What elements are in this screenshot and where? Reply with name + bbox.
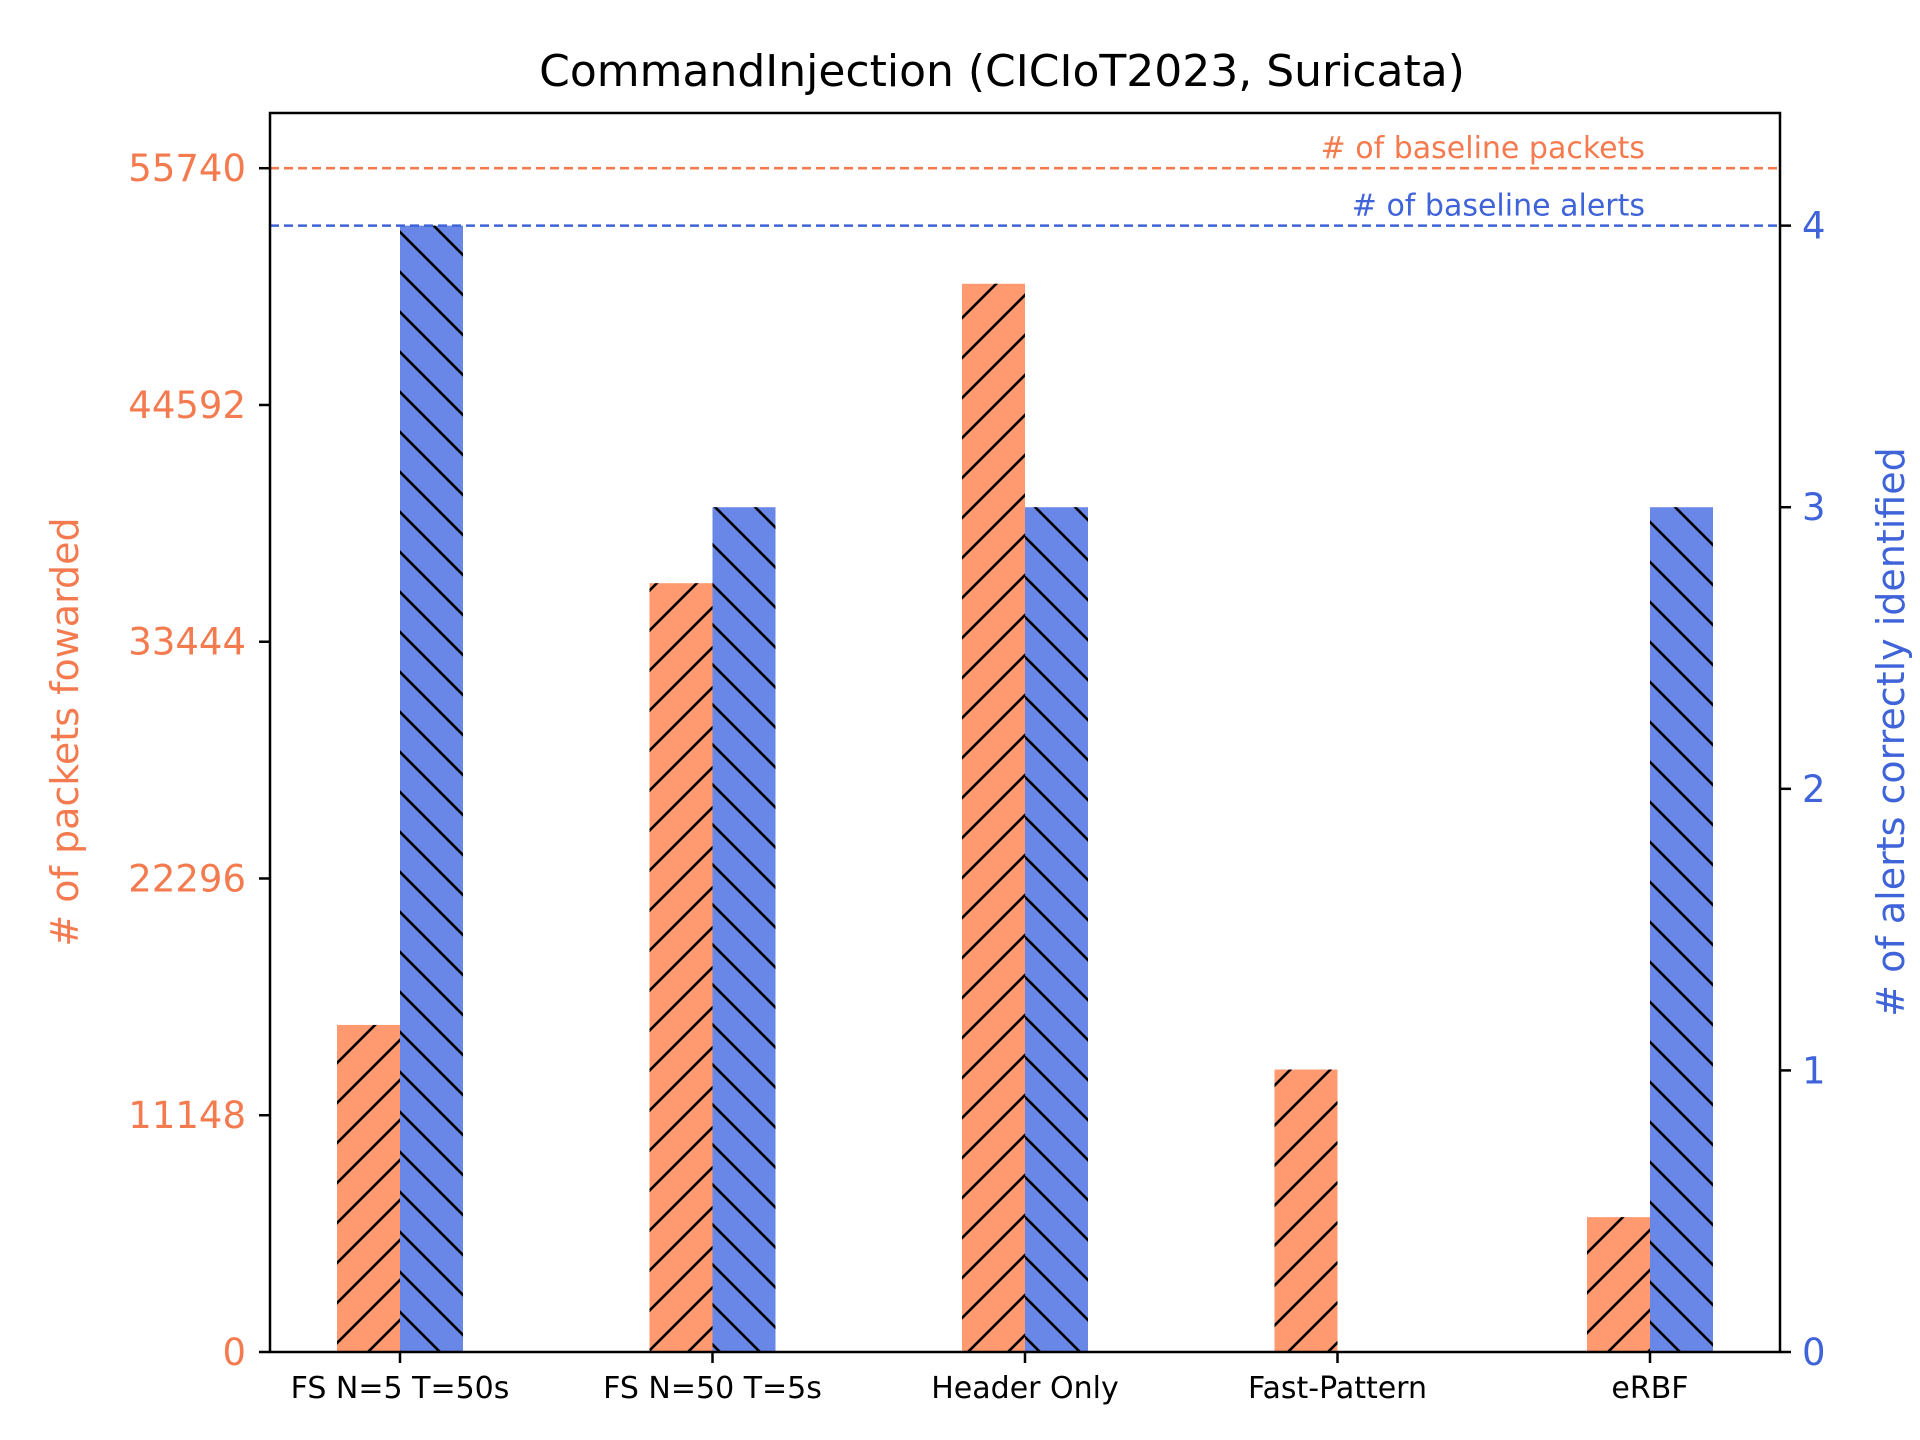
bar-hatch: [337, 1024, 400, 1352]
right-tick-label: 2: [1802, 768, 1826, 811]
category-ticks: FS N=5 T=50s FS N=50 T=5s Header Only Fast-…: [291, 1352, 1689, 1406]
left-tick-label: 44592: [128, 384, 246, 427]
bar-hatch: [712, 507, 776, 1352]
right-axis-label: # of alerts correctly identified: [1869, 447, 1913, 1016]
bar-hatch: [649, 583, 713, 1352]
left-tick-label: 11148: [128, 1094, 246, 1137]
baseline-label: # of baseline alerts: [1352, 189, 1645, 224]
left-tick-label: 33444: [128, 621, 246, 664]
category-label: FS N=50 T=5s: [603, 1371, 822, 1406]
category-label: FS N=5 T=50s: [291, 1371, 510, 1406]
baselines-group: # of baseline packets # of baseline alert…: [270, 131, 1780, 227]
bars-group: [337, 225, 1713, 1353]
right-tick-label: 4: [1802, 205, 1826, 248]
left-tick-label: 0: [222, 1331, 246, 1374]
right-tick-label: 1: [1802, 1049, 1826, 1092]
bar-hatch: [1650, 507, 1713, 1352]
right-axis-ticks: 0 1 2 3 4: [1780, 205, 1826, 1374]
bar-hatch: [400, 225, 463, 1353]
left-tick-label: 22296: [128, 857, 246, 900]
bar-hatch: [962, 283, 1025, 1352]
left-axis-label: # of packets fowarded: [43, 517, 87, 946]
bar-hatch: [1025, 507, 1088, 1352]
bar-hatch: [1274, 1069, 1338, 1352]
category-label: Fast-Pattern: [1248, 1371, 1427, 1406]
category-label: Header Only: [931, 1371, 1119, 1406]
baseline-label: # of baseline packets: [1321, 131, 1645, 166]
right-tick-label: 3: [1802, 486, 1826, 529]
category-label: eRBF: [1611, 1371, 1688, 1406]
chart-title: CommandInjection (CICIoT2023, Suricata): [539, 46, 1465, 97]
right-tick-label: 0: [1802, 1331, 1826, 1374]
left-axis-ticks: 0 11148 22296 33444 44592 55740: [128, 147, 270, 1374]
bar-hatch: [1587, 1217, 1650, 1352]
left-tick-label: 55740: [128, 147, 246, 190]
